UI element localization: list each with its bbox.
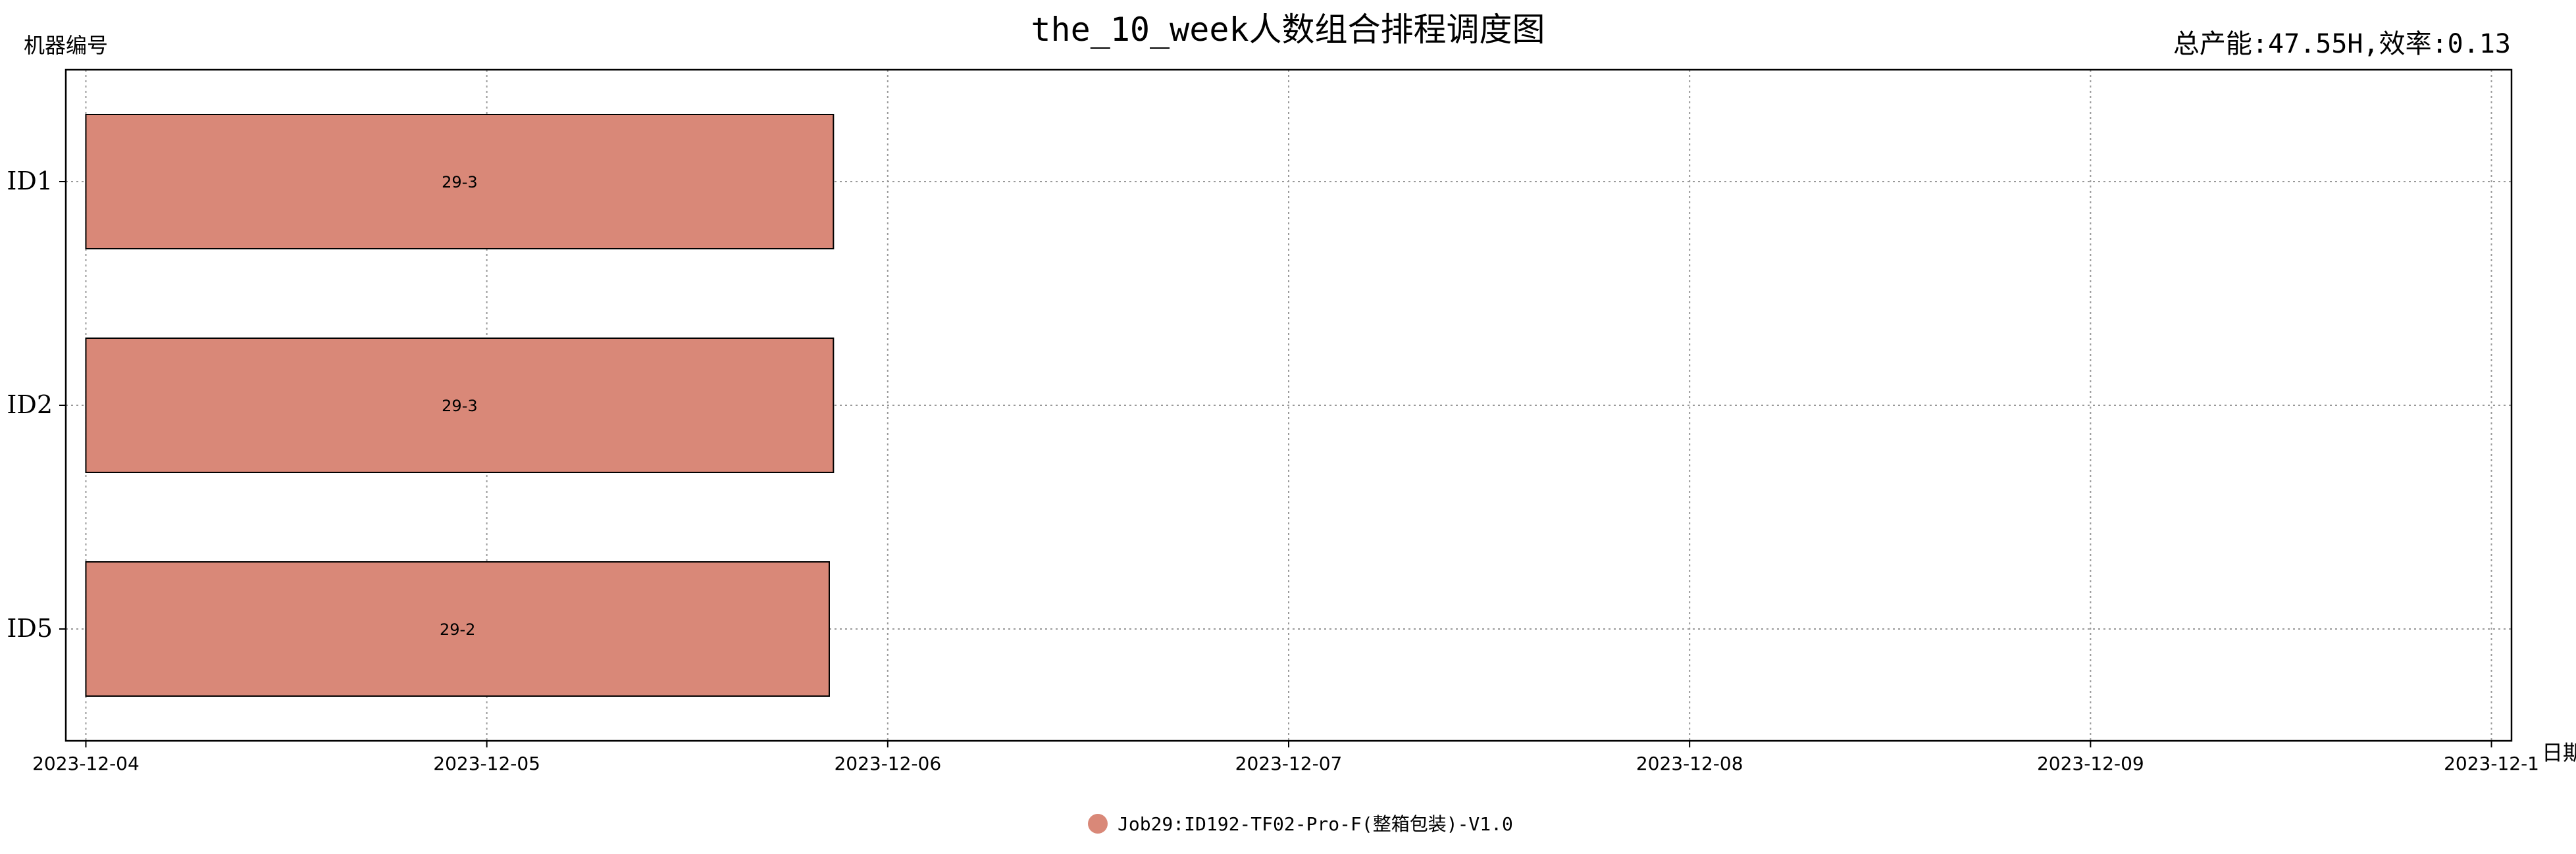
chart-stats: 总产能:47.55H,效率:0.13 bbox=[2173, 29, 2511, 59]
bar-label: 29-3 bbox=[442, 397, 477, 415]
y-tick-label: ID1 bbox=[7, 166, 53, 195]
x-axis-ticks: 2023-12-04 2023-12-05 2023-12-06 2023-12-07… bbox=[32, 741, 2539, 774]
gantt-bar bbox=[85, 114, 835, 249]
chart-title: the_10_week人数组合排程调度图 bbox=[1031, 11, 1545, 49]
gantt-bar bbox=[85, 561, 830, 697]
x-tick-label: 2023-12-09 bbox=[2037, 753, 2144, 774]
y-axis-ticks: ID1 ID2 ID5 bbox=[7, 166, 66, 643]
bar-label: 29-2 bbox=[440, 620, 475, 639]
x-tick-label: 2023-12-06 bbox=[834, 753, 941, 774]
x-tick-label: 2023-12-08 bbox=[1636, 753, 1743, 774]
x-tick-label: 2023-12-04 bbox=[32, 753, 140, 774]
y-tick-label: ID2 bbox=[7, 390, 53, 419]
legend-marker bbox=[1088, 814, 1108, 834]
bar-label: 29-3 bbox=[442, 173, 477, 191]
x-tick-label: 2023-12-07 bbox=[1235, 753, 1343, 774]
y-axis-label: 机器编号 bbox=[24, 33, 108, 58]
x-tick-label: 2023-12-05 bbox=[433, 753, 540, 774]
legend-label: Job29:ID192-TF02-Pro-F(整箱包装)-V1.0 bbox=[1118, 813, 1513, 835]
legend: Job29:ID192-TF02-Pro-F(整箱包装)-V1.0 bbox=[1088, 813, 1513, 835]
x-axis-label: 日期 bbox=[2542, 740, 2576, 765]
bars-group: 29-3 29-3 29-2 bbox=[85, 114, 835, 697]
y-tick-label: ID5 bbox=[7, 614, 53, 643]
gantt-bar bbox=[85, 338, 835, 473]
x-tick-label: 2023-12-1 bbox=[2444, 753, 2539, 774]
